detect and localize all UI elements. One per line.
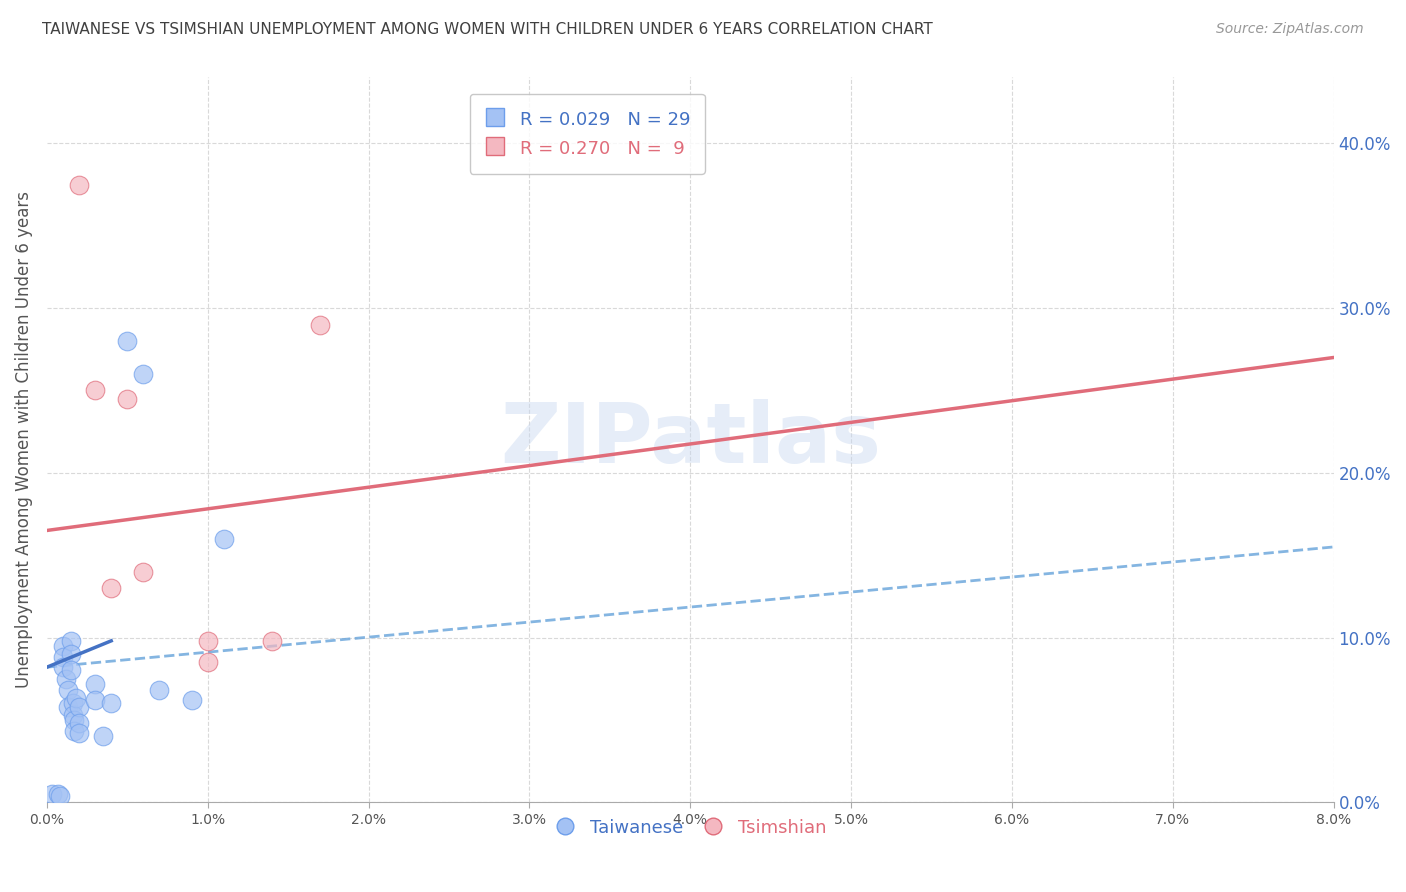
Point [67,716,90,731]
Point [52,639,75,653]
Point [60,633,83,648]
Point [63,724,86,739]
Point [56,683,79,698]
Point [84,693,107,707]
Point [67,699,90,714]
Point [132,565,155,579]
Point [67,726,90,740]
Point [84,676,107,690]
Point [52,660,75,674]
Y-axis label: Unemployment Among Women with Children Under 6 years: Unemployment Among Women with Children U… [15,192,32,689]
Point [132,367,155,381]
Point [212,532,235,546]
Point [60,647,83,661]
Text: ZIPatlas: ZIPatlas [499,400,880,481]
Point [62,708,84,723]
Point [49,789,72,803]
Point [197,655,219,669]
Point [180,693,202,707]
Point [46,787,69,801]
Point [52,650,75,665]
Point [41,787,63,801]
Point [65,691,87,706]
Point [100,697,122,711]
Point [117,392,139,406]
Text: TAIWANESE VS TSIMSHIAN UNEMPLOYMENT AMONG WOMEN WITH CHILDREN UNDER 6 YEARS CORR: TAIWANESE VS TSIMSHIAN UNEMPLOYMENT AMON… [42,22,934,37]
Point [262,633,284,648]
Point [56,699,79,714]
Point [60,664,83,678]
Point [148,683,170,698]
Point [67,178,90,192]
Point [55,672,77,686]
Point [62,697,84,711]
Text: Source: ZipAtlas.com: Source: ZipAtlas.com [1216,22,1364,37]
Point [100,581,122,595]
Point [309,318,332,332]
Legend: Taiwanese, Tsimshian: Taiwanese, Tsimshian [547,812,834,844]
Point [117,334,139,348]
Point [91,730,114,744]
Point [197,633,219,648]
Point [63,713,86,727]
Point [84,384,107,398]
